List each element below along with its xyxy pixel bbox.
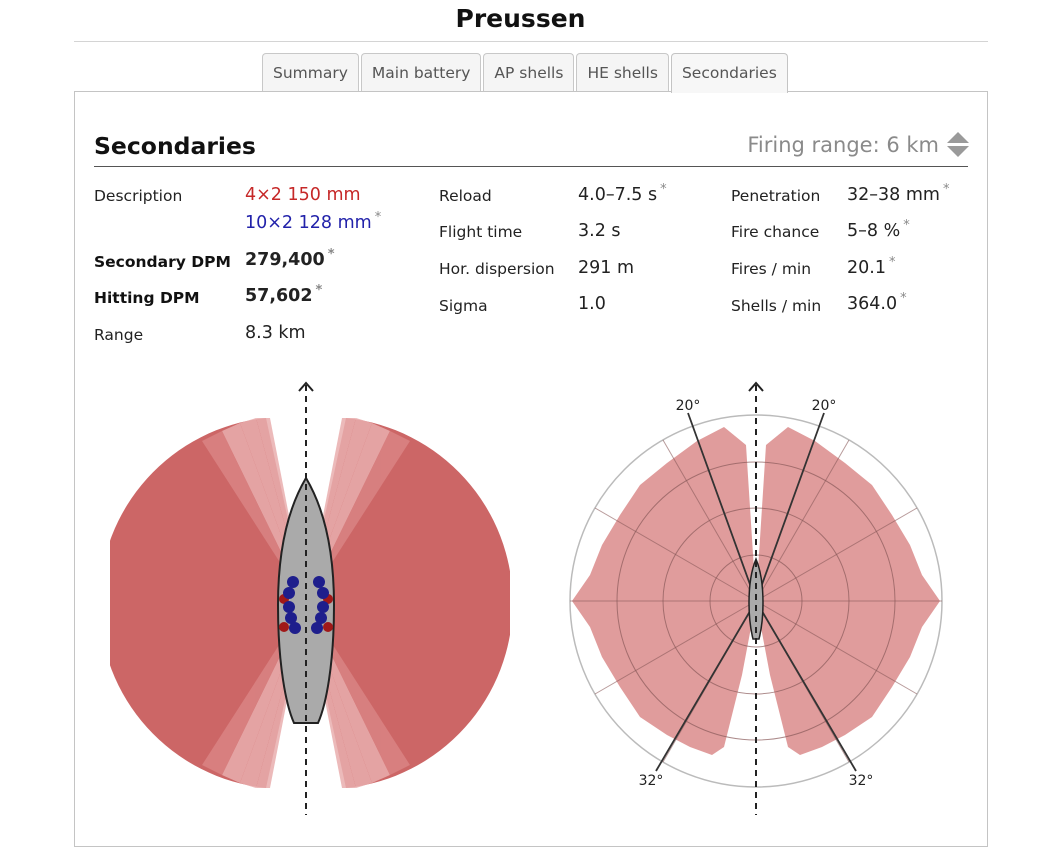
- hitting-dpm-label: Hitting DPM: [94, 289, 200, 307]
- bow-arrow-icon: [298, 381, 314, 392]
- description-150mm: 4×2 150 mm: [245, 185, 361, 205]
- shells-per-min-value: 364.0 *: [847, 291, 907, 314]
- range-increase-icon[interactable]: [947, 132, 969, 143]
- tab-main-battery[interactable]: Main battery: [360, 53, 482, 92]
- hor-dispersion-label: Hor. dispersion: [439, 260, 555, 278]
- secondary-dpm-label: Secondary DPM: [94, 253, 231, 271]
- firing-range-control[interactable]: Firing range: 6 km: [747, 132, 969, 157]
- tab-secondaries[interactable]: Secondaries: [670, 53, 788, 93]
- range-value: 8.3 km: [245, 323, 306, 343]
- polar-penetration-diagram: 20° 20° 32° 32°: [569, 381, 943, 815]
- tab-he-shells[interactable]: HE shells: [576, 53, 669, 92]
- fires-per-min-value: 20.1 *: [847, 255, 896, 278]
- range-label: Range: [94, 326, 144, 344]
- secondary-dpm-value: 279,400 *: [245, 247, 335, 270]
- turret-150mm-markers: [279, 594, 333, 632]
- page-title: Preussen: [455, 4, 586, 33]
- description-label: Description: [94, 187, 183, 205]
- turret-128mm-markers: [283, 576, 329, 634]
- hitting-dpm-value: 57,602 *: [245, 283, 323, 306]
- section-divider: [94, 166, 968, 167]
- tab-bar: Summary Main battery AP shells HE shells…: [262, 53, 788, 93]
- reload-label: Reload: [439, 187, 492, 205]
- angle-label-top-right: 20°: [812, 398, 837, 414]
- up-down-spinner-icon[interactable]: [947, 132, 969, 157]
- penetration-value: 32–38 mm *: [847, 182, 950, 205]
- angle-label-bottom-right: 32°: [849, 773, 874, 789]
- fire-chance-label: Fire chance: [731, 223, 820, 241]
- flight-time-label: Flight time: [439, 223, 523, 241]
- polar-bow-arrow-icon: [748, 381, 764, 392]
- hor-dispersion-value: 291 m: [578, 258, 635, 278]
- angle-label-top-left: 20°: [676, 398, 701, 414]
- sigma-label: Sigma: [439, 297, 488, 315]
- penetration-label: Penetration: [731, 187, 821, 205]
- flight-time-value: 3.2 s: [578, 221, 621, 241]
- description-128mm: 10×2 128 mm *: [245, 210, 382, 233]
- shells-per-min-label: Shells / min: [731, 297, 822, 315]
- angle-label-bottom-left: 32°: [639, 773, 664, 789]
- firing-range-label: Firing range: 6 km: [747, 132, 939, 157]
- tab-ap-shells[interactable]: AP shells: [483, 53, 575, 92]
- sigma-value: 1.0: [578, 294, 606, 314]
- range-decrease-icon[interactable]: [947, 146, 969, 157]
- fires-per-min-label: Fires / min: [731, 260, 812, 278]
- title-divider: [74, 41, 988, 42]
- ship-hull: [276, 476, 336, 724]
- reload-value: 4.0–7.5 s *: [578, 182, 667, 205]
- firing-arcs-diagram: [110, 381, 510, 815]
- section-title: Secondaries: [94, 132, 256, 160]
- tab-summary[interactable]: Summary: [262, 53, 359, 92]
- fire-chance-value: 5–8 % *: [847, 218, 910, 241]
